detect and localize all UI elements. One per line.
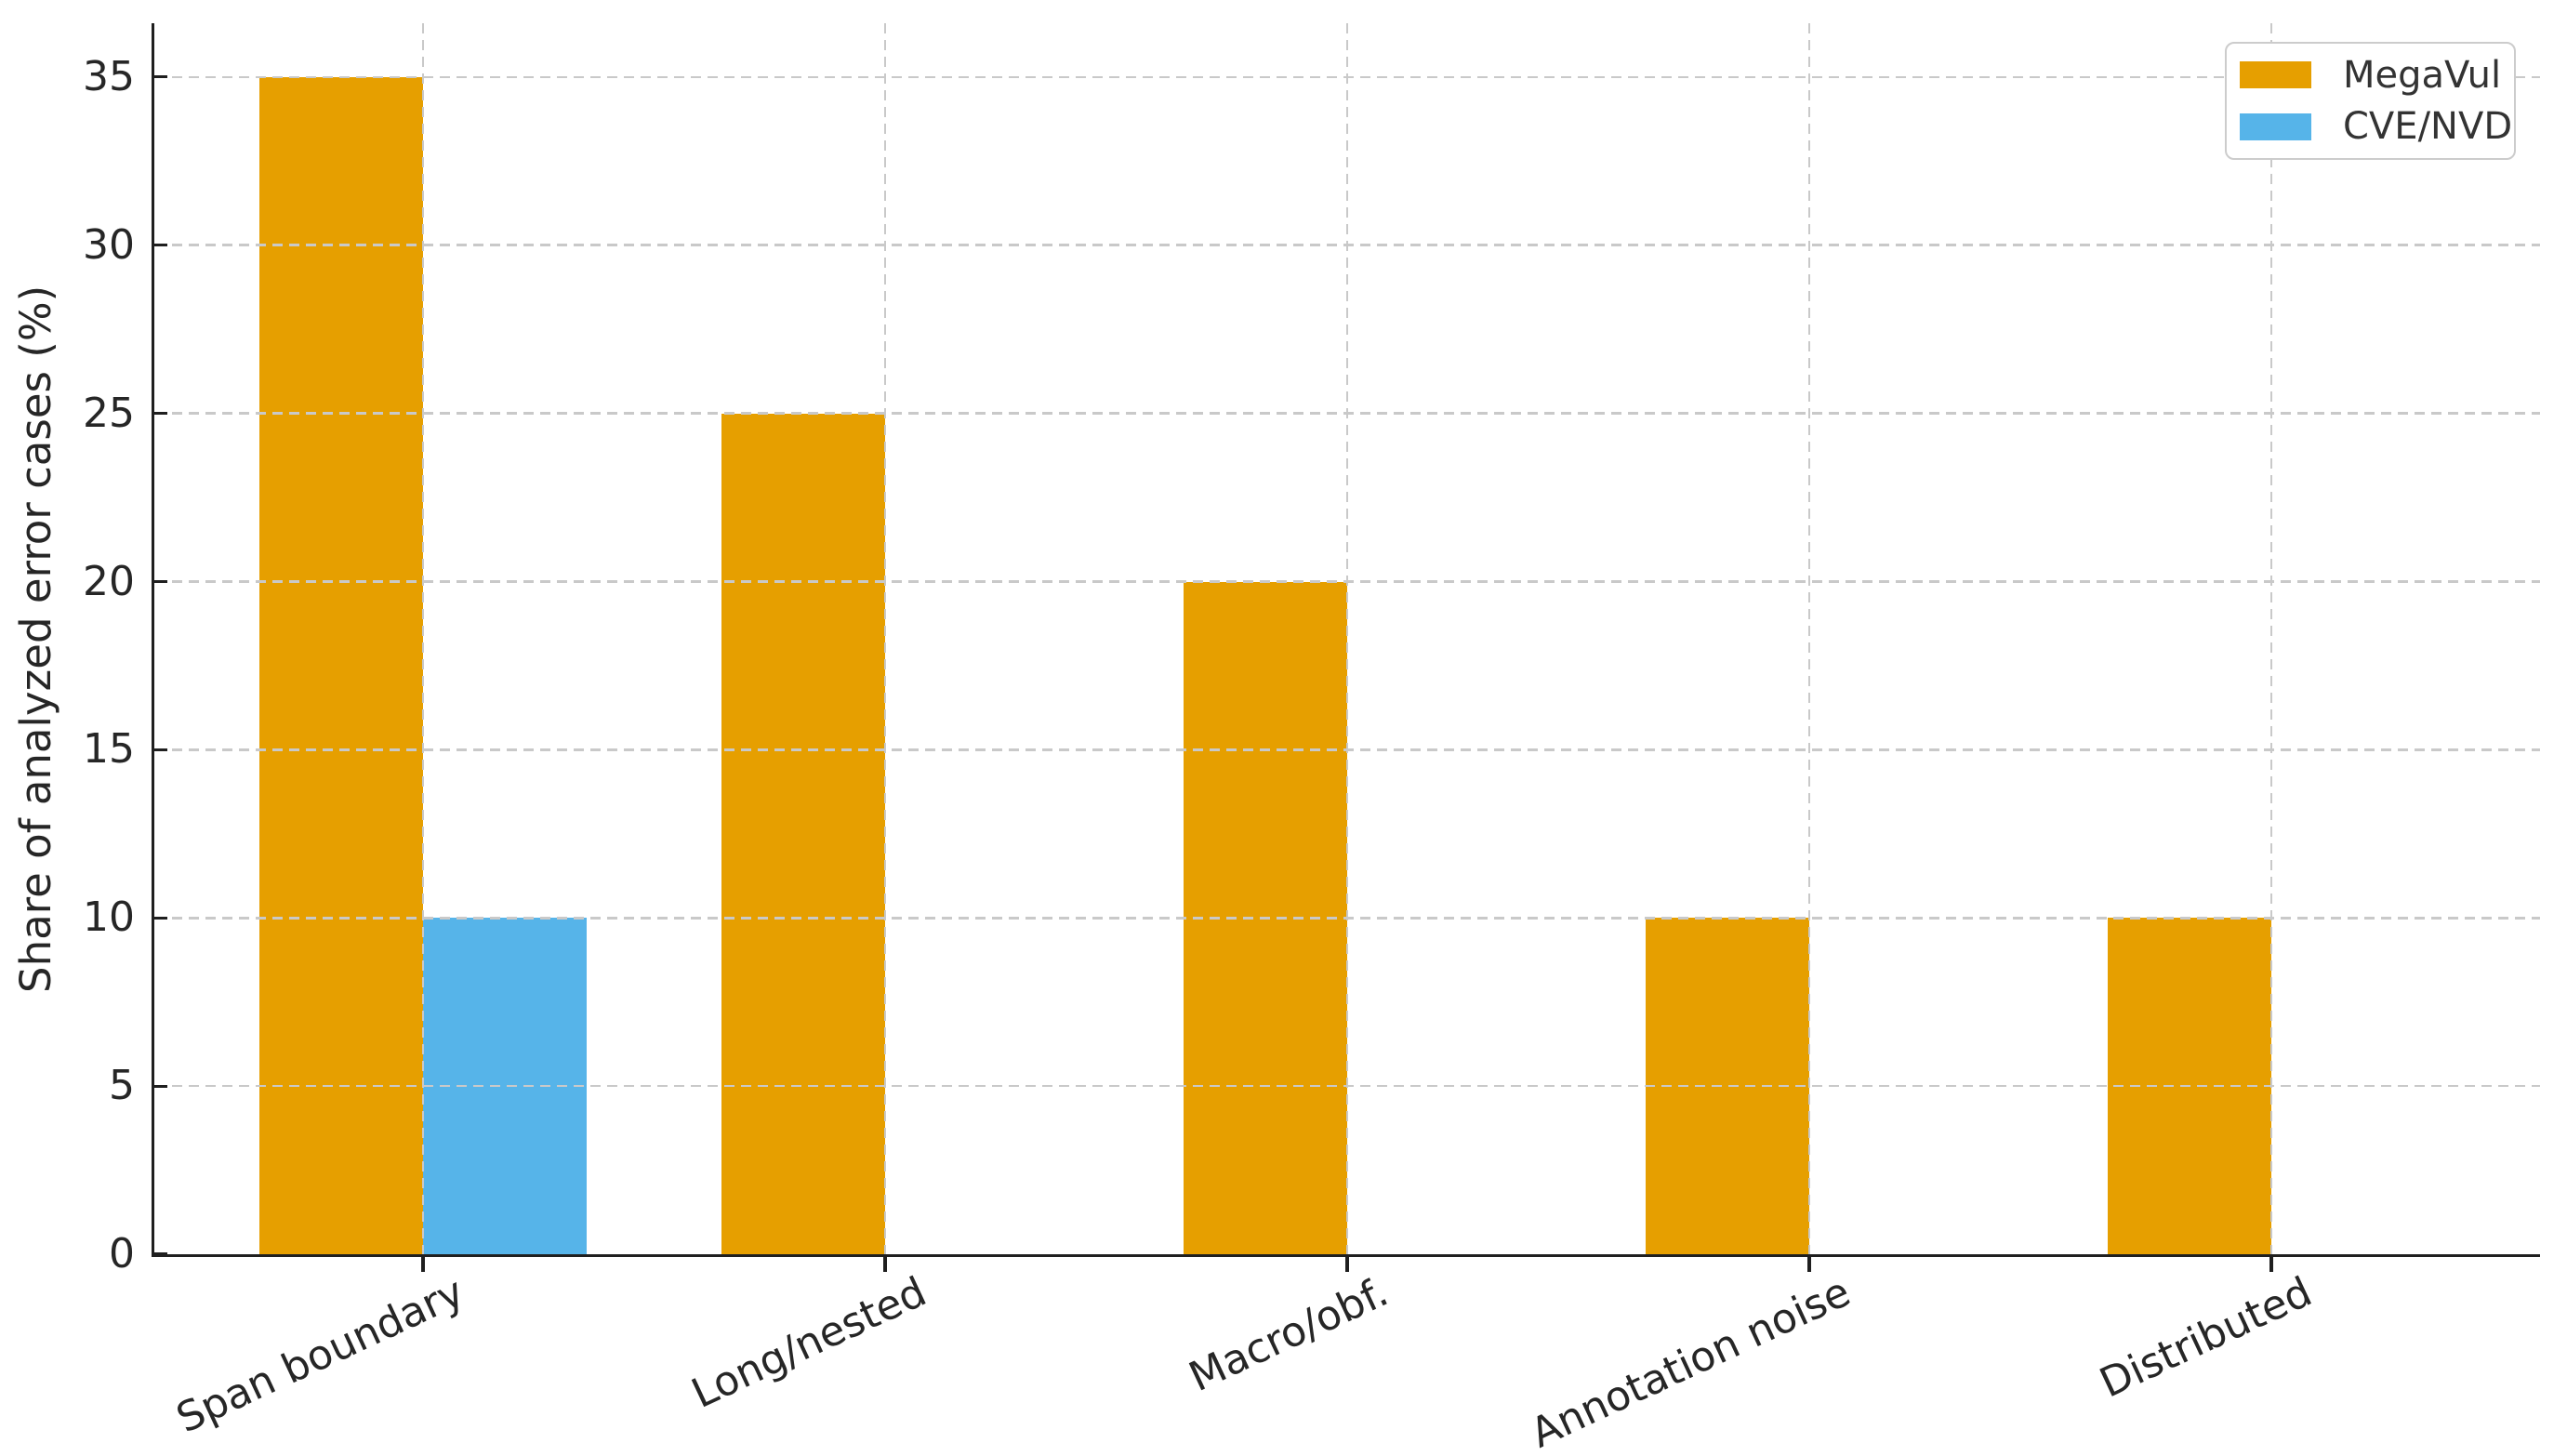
x-tick-label-2: Macro/obf. xyxy=(1182,1268,1396,1402)
y-tick-0 xyxy=(154,1252,168,1256)
legend: MegaVul CVE/NVD xyxy=(2225,42,2516,160)
gridline-x-0 xyxy=(421,23,425,1254)
bar-megavul-1 xyxy=(721,413,885,1254)
x-tick-label-1: Long/nested xyxy=(683,1268,933,1418)
legend-swatch-cvenvd xyxy=(2240,113,2311,140)
x-tick-0 xyxy=(421,1257,425,1273)
legend-item-cvenvd: CVE/NVD xyxy=(2240,101,2512,153)
x-tick-label-0: Span boundary xyxy=(168,1268,471,1443)
y-tick-label-10: 10 xyxy=(83,893,135,942)
legend-item-megavul: MegaVul xyxy=(2240,49,2501,101)
y-tick-25 xyxy=(154,412,168,416)
y-tick-label-30: 30 xyxy=(83,220,135,269)
y-tick-20 xyxy=(154,579,168,584)
x-tick-1 xyxy=(883,1257,887,1273)
y-tick-label-35: 35 xyxy=(83,52,135,100)
y-tick-15 xyxy=(154,748,168,751)
gridline-x-3 xyxy=(1807,23,1811,1254)
x-tick-4 xyxy=(2269,1257,2273,1273)
y-tick-label-15: 15 xyxy=(83,725,135,774)
y-tick-label-25: 25 xyxy=(83,389,135,437)
y-tick-label-0: 0 xyxy=(109,1230,135,1277)
x-tick-label-3: Annotation noise xyxy=(1523,1268,1858,1456)
x-tick-2 xyxy=(1345,1257,1349,1273)
gridline-x-4 xyxy=(2269,23,2273,1254)
y-tick-5 xyxy=(154,1084,168,1088)
x-tick-3 xyxy=(1807,1257,1811,1273)
legend-swatch-megavul xyxy=(2240,61,2311,89)
y-tick-30 xyxy=(154,244,168,247)
x-tick-label-4: Distributed xyxy=(2093,1268,2320,1408)
legend-label-cvenvd: CVE/NVD xyxy=(2343,105,2513,149)
y-tick-35 xyxy=(154,75,168,79)
y-tick-10 xyxy=(154,916,168,920)
gridline-x-2 xyxy=(1345,23,1349,1254)
y-tick-label-5: 5 xyxy=(109,1062,135,1110)
gridline-x-1 xyxy=(883,23,887,1254)
legend-label-megavul: MegaVul xyxy=(2343,53,2502,97)
bar-megavul-0 xyxy=(259,76,423,1254)
y-tick-label-20: 20 xyxy=(83,557,135,605)
